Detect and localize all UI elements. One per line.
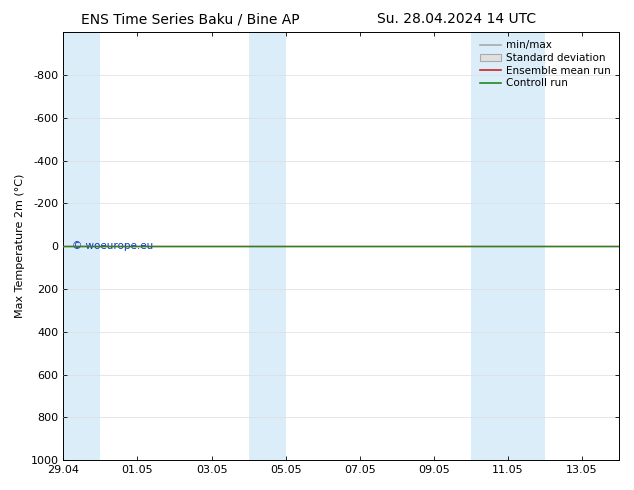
Text: ENS Time Series Baku / Bine AP: ENS Time Series Baku / Bine AP (81, 12, 299, 26)
Bar (508, 32, 545, 460)
Text: Su. 28.04.2024 14 UTC: Su. 28.04.2024 14 UTC (377, 12, 536, 26)
Bar (249, 32, 286, 460)
Bar (63, 32, 100, 460)
Text: © woeurope.eu: © woeurope.eu (72, 241, 153, 251)
Y-axis label: Max Temperature 2m (°C): Max Temperature 2m (°C) (15, 174, 25, 318)
Bar (471, 32, 508, 460)
Legend: min/max, Standard deviation, Ensemble mean run, Controll run: min/max, Standard deviation, Ensemble me… (477, 37, 614, 92)
